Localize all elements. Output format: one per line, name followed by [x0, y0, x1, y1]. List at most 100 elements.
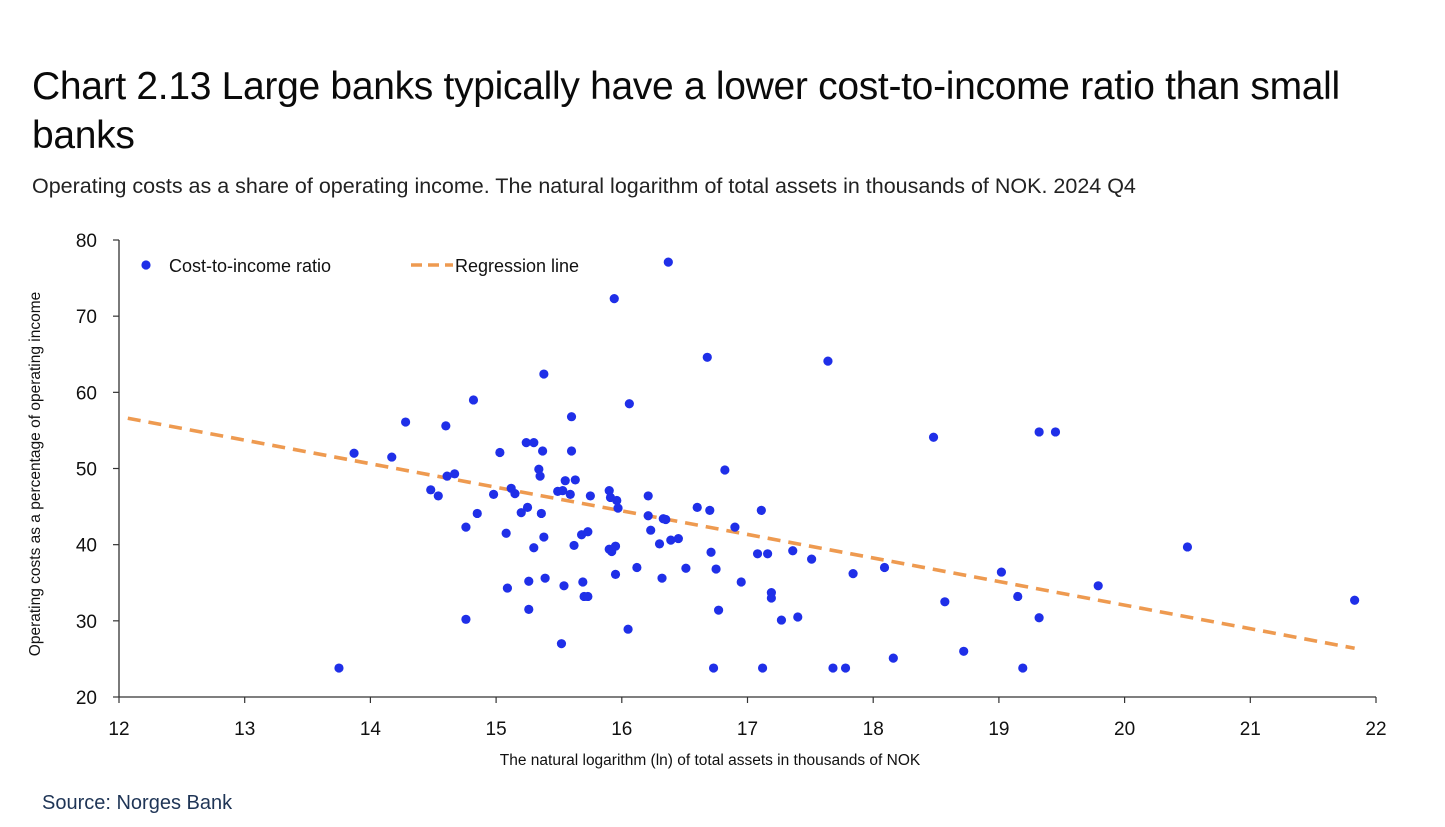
data-point [928, 432, 939, 442]
data-point [823, 356, 833, 366]
data-point [879, 562, 890, 573]
data-point [559, 581, 569, 591]
data-point [705, 505, 715, 515]
data-point [539, 532, 549, 542]
data-point [848, 569, 858, 579]
data-point [1050, 427, 1061, 437]
data-point [502, 583, 513, 593]
data-point [556, 639, 567, 649]
legend-label-cost-to-income: Cost-to-income ratio [169, 256, 331, 276]
x-tick-label: 19 [988, 719, 1009, 740]
data-point [433, 491, 443, 501]
data-point [766, 593, 776, 603]
y-tick-label: 80 [76, 231, 97, 252]
data-point [763, 549, 773, 559]
data-point [757, 663, 768, 673]
x-tick-label: 16 [611, 719, 632, 740]
data-point [828, 663, 838, 673]
data-point [516, 508, 526, 518]
x-tick-label: 18 [863, 719, 884, 740]
data-point [569, 540, 579, 551]
scatter-points [334, 257, 1360, 673]
data-point [441, 421, 451, 431]
data-point [1350, 595, 1360, 605]
data-point [585, 491, 595, 501]
x-tick-label: 12 [108, 719, 129, 740]
x-tick-label: 21 [1240, 719, 1261, 740]
data-point [539, 369, 549, 379]
legend-marker-cost-to-income [141, 260, 151, 270]
data-point [776, 615, 787, 625]
data-point [663, 257, 673, 267]
data-point [793, 612, 803, 622]
data-point [692, 502, 702, 512]
data-point [536, 508, 546, 519]
y-tick-label: 50 [76, 460, 97, 481]
data-point [524, 604, 534, 615]
chart-subtitle: Operating costs as a share of operating … [32, 174, 1136, 198]
data-point [522, 502, 533, 512]
axes: 20 30 40 50 60 70 80 12 13 14 15 16 17 18 19 20 21 22 [76, 231, 1387, 740]
y-axis-title: Operating costs as a percentage of opera… [27, 292, 44, 656]
data-point [534, 464, 544, 474]
data-point [610, 569, 621, 579]
data-point [807, 554, 817, 564]
data-point [565, 489, 575, 499]
data-point [540, 573, 550, 583]
legend: Cost-to-income ratio Regression line [141, 256, 579, 276]
data-point [711, 564, 721, 574]
regression-line [127, 416, 1355, 651]
data-point [752, 549, 763, 559]
data-point [609, 294, 619, 304]
data-point [996, 567, 1007, 577]
data-point [940, 597, 950, 607]
data-point [661, 514, 671, 525]
legend-label-regression: Regression line [455, 256, 579, 276]
data-point [612, 495, 622, 506]
x-tick-label: 20 [1114, 719, 1135, 740]
data-point [529, 438, 539, 448]
y-tick-label: 60 [76, 383, 97, 404]
data-point [604, 485, 614, 496]
data-point [426, 485, 436, 495]
y-tick-label: 20 [76, 688, 97, 709]
data-point [468, 395, 479, 405]
data-point [495, 447, 505, 458]
x-tick-label: 14 [360, 719, 382, 740]
x-axis-title: The natural logarithm (ln) of total asse… [500, 752, 921, 769]
data-point [756, 505, 766, 515]
data-point [521, 438, 531, 448]
y-tick-label: 30 [76, 612, 97, 633]
data-point [583, 527, 593, 537]
data-point [646, 525, 656, 535]
data-point [1034, 613, 1044, 623]
data-point [643, 491, 653, 501]
x-tick-label: 17 [737, 719, 758, 740]
data-point [736, 577, 746, 587]
x-tick-label: 22 [1365, 719, 1386, 740]
data-point [720, 465, 730, 475]
data-point [623, 624, 633, 634]
data-point [788, 546, 798, 556]
data-point [1182, 542, 1193, 552]
data-point [657, 573, 667, 583]
data-point [632, 562, 642, 573]
data-point [713, 605, 724, 615]
data-point [566, 446, 577, 456]
data-point [538, 446, 548, 456]
chart-title: Chart 2.13 Large banks typically have a … [32, 65, 1340, 157]
x-tick-label: 15 [486, 719, 507, 740]
data-point [558, 485, 568, 496]
y-tick-label: 40 [76, 536, 97, 557]
data-point [702, 352, 712, 362]
data-point [643, 511, 653, 521]
data-point [1018, 663, 1028, 673]
source-note: Source: Norges Bank [42, 792, 233, 814]
data-point [535, 471, 545, 481]
data-point [708, 663, 719, 673]
data-point [840, 663, 851, 673]
data-point [673, 533, 683, 544]
data-point [472, 508, 482, 519]
data-point [959, 646, 969, 656]
